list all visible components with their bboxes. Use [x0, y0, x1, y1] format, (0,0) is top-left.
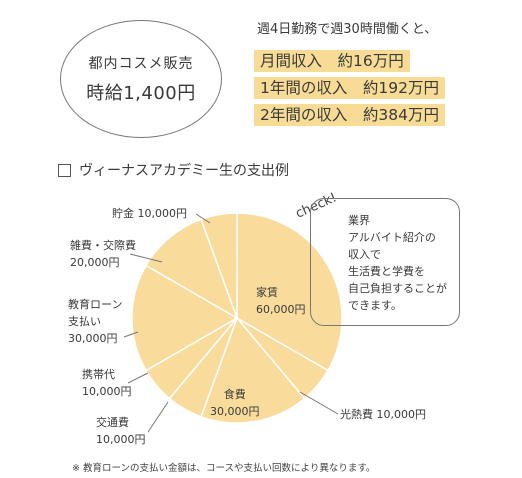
section-title: ヴィーナスアカデミー生の支出例 — [79, 163, 289, 179]
utilities-value: 10,000円 — [376, 408, 427, 421]
slice-label-misc: 雑費・交際費 20,000円 — [70, 237, 136, 271]
pie-slice-rent — [236, 212, 343, 372]
slice-label-rent: 家賃 60,000円 — [256, 284, 306, 318]
misc-value: 20,000円 — [70, 256, 120, 269]
footnote: ※ 教育ローンの支払い金額は、コースや支払い回数により異なります。 — [72, 463, 376, 474]
pie-slice-savings — [200, 212, 238, 319]
phone-name: 携帯代 — [82, 368, 115, 381]
slice-label-utilities: 光熱費 10,000円 — [340, 406, 426, 423]
note-line: できます。 — [348, 299, 402, 312]
slice-label-phone: 携帯代 10,000円 — [82, 366, 132, 400]
slice-label-transport: 交通費 10,000円 — [96, 414, 146, 448]
leader-line-transport — [147, 401, 169, 433]
leader-line-misc — [129, 253, 163, 263]
food-name: 食費 — [223, 388, 246, 401]
utilities-name: 光熱費 — [340, 408, 373, 421]
note-line: 生活費と学費を — [348, 265, 425, 278]
intro-text: 週4日勤務で週30時間働くと、 — [257, 22, 438, 37]
wage-badge: 都内コスメ販売 時給1,400円 — [60, 20, 222, 138]
slice-label-savings: 貯金 10,000円 — [112, 205, 187, 222]
savings-value: 10,000円 — [137, 207, 188, 220]
phone-value: 10,000円 — [82, 385, 132, 398]
income-monthly: 月間収入 約16万円 — [254, 50, 410, 72]
leader-line-utilities — [299, 391, 339, 415]
transport-name: 交通費 — [96, 416, 129, 429]
leader-line-phone — [127, 372, 149, 384]
income-two-years: 2年間の収入 約384万円 — [254, 104, 445, 126]
rent-value: 60,000円 — [256, 303, 306, 316]
note-line: アルバイト紹介の — [348, 231, 436, 244]
slice-label-food: 食費 30,000円 — [210, 386, 260, 420]
note-line: 業界 — [348, 214, 370, 227]
note-text: 業界 アルバイト紹介の 収入で 生活費と学費を 自己負担することが できます。 — [348, 212, 447, 314]
checkbox-icon — [58, 163, 71, 177]
note-line: 自己負担することが — [348, 282, 447, 295]
food-value: 30,000円 — [210, 405, 260, 418]
pie-slice-loan — [131, 264, 239, 372]
transport-value: 10,000円 — [96, 433, 146, 446]
slice-label-loan: 教育ローン 支払い 30,000円 — [68, 296, 122, 347]
loan-value: 30,000円 — [68, 332, 118, 345]
badge-wage: 時給1,400円 — [86, 83, 196, 104]
section-heading: ヴィーナスアカデミー生の支出例 — [58, 160, 289, 180]
income-yearly: 1年間の収入 約192万円 — [254, 77, 445, 99]
note-line: 収入で — [348, 248, 381, 261]
note-box — [310, 198, 460, 326]
leader-line-loan — [123, 331, 139, 338]
badge-job: 都内コスメ販売 — [88, 56, 194, 72]
leader-line-savings — [195, 213, 211, 224]
savings-name: 貯金 — [112, 207, 134, 220]
loan-name-2: 支払い — [68, 315, 101, 328]
loan-name-1: 教育ローン — [68, 298, 123, 311]
misc-name: 雑費・交際費 — [70, 239, 136, 252]
pie-slice-misc — [145, 218, 239, 320]
rent-name: 家賃 — [256, 286, 278, 299]
pie-slice-food — [200, 316, 306, 424]
